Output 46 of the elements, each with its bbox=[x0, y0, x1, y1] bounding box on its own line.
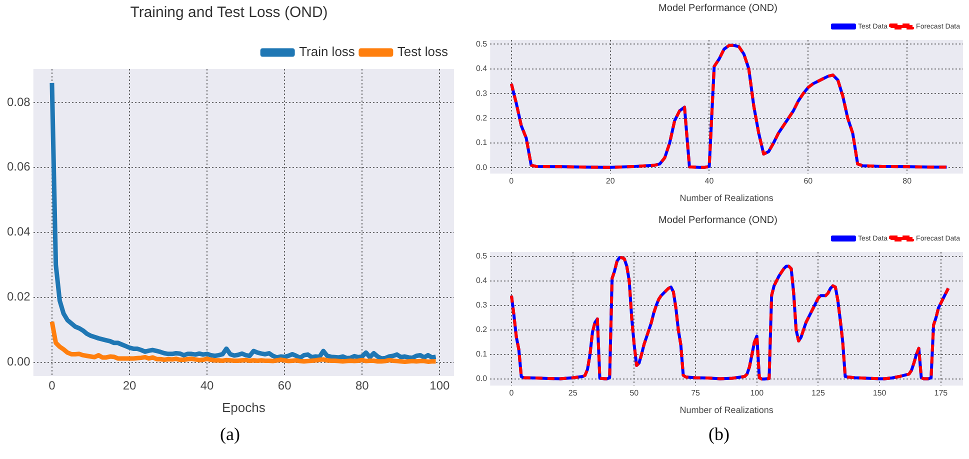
x-tick-label: 80 bbox=[355, 378, 370, 393]
y-tick-label: 0.3 bbox=[476, 88, 488, 98]
y-tick-label: 0.0 bbox=[476, 162, 488, 172]
y-tick-label: 0.06 bbox=[6, 160, 31, 174]
chart-title: Training and Test Loss (OND) bbox=[130, 4, 328, 22]
legend-label: Test loss bbox=[397, 44, 448, 60]
y-tick-label: 0.5 bbox=[476, 252, 488, 261]
x-tick-label: 150 bbox=[872, 388, 887, 398]
y-tick-label: 0.0 bbox=[476, 374, 488, 384]
x-tick-label: 60 bbox=[278, 378, 292, 393]
x-tick-label: 40 bbox=[200, 378, 214, 393]
x-tick-label: 60 bbox=[804, 176, 814, 186]
x-tick-label: 80 bbox=[902, 176, 912, 186]
x-tick-label: 0 bbox=[509, 388, 514, 398]
x-tick-label: 175 bbox=[934, 388, 948, 398]
y-tick-label: 0.02 bbox=[6, 290, 31, 304]
x-tick-label: 20 bbox=[122, 378, 136, 393]
x-axis-title: Epochs bbox=[222, 400, 266, 415]
y-tick-label: 0.08 bbox=[6, 94, 31, 109]
x-tick-label: 20 bbox=[606, 176, 616, 186]
x-tick-label: 100 bbox=[430, 378, 450, 393]
y-tick-label: 0.1 bbox=[476, 350, 488, 359]
y-tick-label: 0.5 bbox=[476, 39, 488, 48]
x-axis-title: Number of Realizations bbox=[680, 193, 774, 204]
y-tick-label: 0.2 bbox=[476, 113, 488, 122]
y-tick-label: 0.4 bbox=[476, 64, 488, 74]
y-tick-label: 0.04 bbox=[6, 224, 31, 239]
x-tick-label: 0 bbox=[48, 378, 56, 393]
x-tick-label: 100 bbox=[750, 388, 764, 398]
legend-label: Train loss bbox=[299, 44, 356, 60]
x-tick-label: 0 bbox=[509, 176, 514, 186]
y-tick-label: 0.00 bbox=[6, 354, 31, 369]
x-tick-label: 40 bbox=[704, 176, 714, 186]
y-tick-label: 0.3 bbox=[476, 300, 488, 310]
x-tick-label: 125 bbox=[812, 388, 826, 398]
x-tick-label: 75 bbox=[691, 388, 701, 398]
x-tick-label: 50 bbox=[630, 388, 640, 398]
y-tick-label: 0.2 bbox=[476, 325, 488, 334]
y-tick-label: 0.1 bbox=[476, 138, 488, 148]
text: (b) bbox=[708, 424, 730, 445]
chart-title: Model Performance (OND) bbox=[658, 2, 778, 14]
y-tick-label: 0.4 bbox=[476, 276, 488, 286]
chart-title: Model Performance (OND) bbox=[658, 214, 778, 226]
x-axis-title: Number of Realizations bbox=[680, 405, 774, 416]
x-tick-label: 25 bbox=[568, 388, 578, 398]
text: (a) bbox=[219, 424, 241, 445]
